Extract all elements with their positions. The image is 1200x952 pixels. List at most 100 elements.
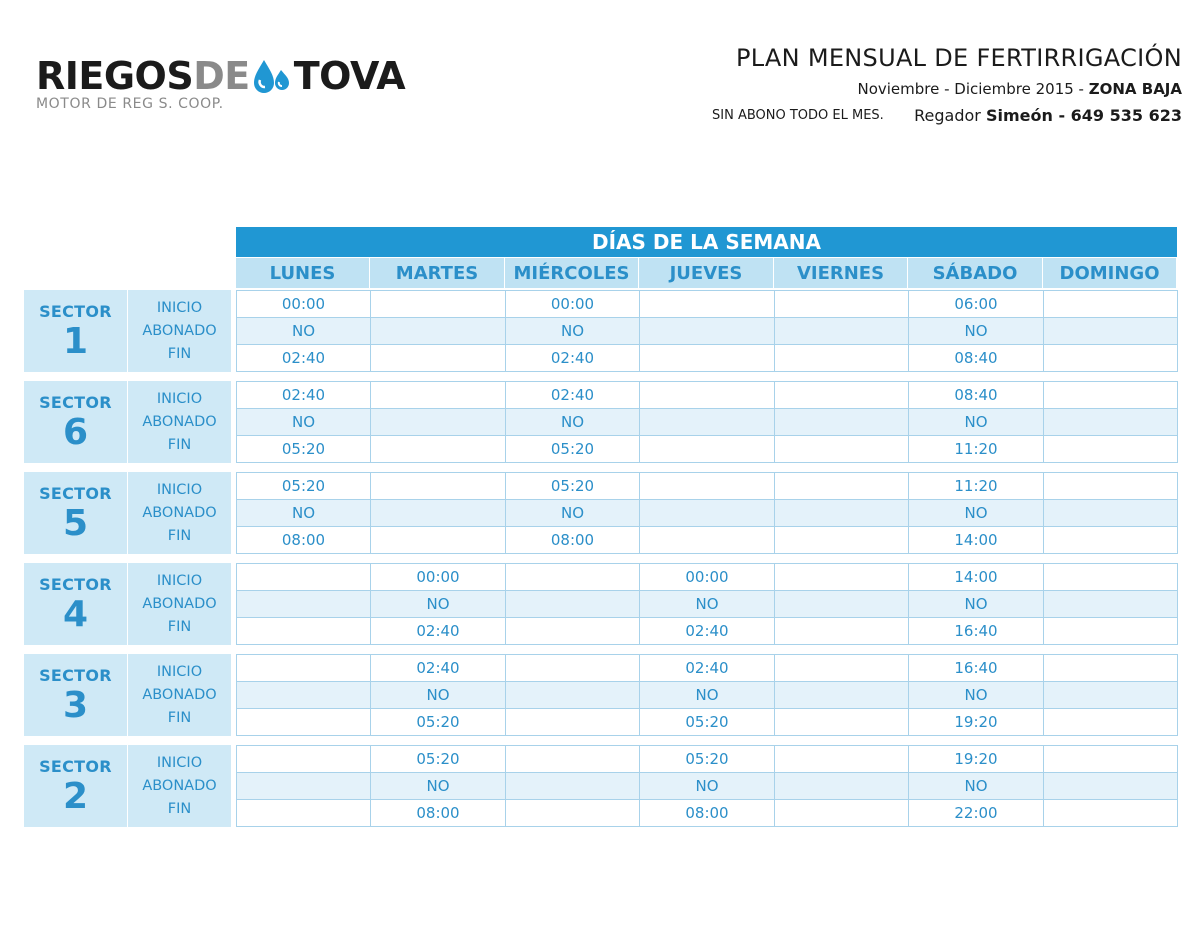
schedule-cell	[1043, 499, 1178, 527]
schedule-cell: 16:40	[908, 654, 1044, 682]
schedule-cell	[1043, 654, 1178, 682]
schedule-cell	[639, 290, 775, 318]
row-label-0: INICIO	[156, 755, 203, 771]
sector-block-5: SECTOR 5 INICIO ABONADO FIN 05:20 05:20 11:20 NO…	[24, 472, 1178, 554]
schedule-cell	[505, 745, 640, 773]
sector-number: 5	[62, 503, 89, 544]
row-labels: INICIO ABONADO FIN	[128, 654, 231, 736]
logo: RIEGOSDE TOVA MOTOR DE REG S. COOP.	[36, 48, 426, 118]
period-text: Noviembre - Diciembre 2015 -	[857, 80, 1089, 98]
schedule-cell: 02:40	[236, 381, 371, 409]
schedule-cell: 00:00	[370, 563, 506, 591]
schedule-cell: 08:00	[505, 526, 640, 554]
row-label-2: FIN	[167, 528, 192, 544]
schedule-cell	[1043, 563, 1178, 591]
schedule-cell: 02:40	[236, 344, 371, 372]
schedule-cell: 19:20	[908, 708, 1044, 736]
schedule-cell	[774, 681, 909, 709]
schedule-cell	[1043, 772, 1178, 800]
schedule-cell: NO	[505, 408, 640, 436]
schedule-cell	[505, 563, 640, 591]
row-labels: INICIO ABONADO FIN	[128, 472, 231, 554]
schedule-cell	[774, 590, 909, 618]
logo-subtitle: MOTOR DE REG S. COOP.	[36, 96, 224, 112]
schedule-cell: NO	[236, 499, 371, 527]
schedule-cell: 08:00	[639, 799, 775, 827]
schedule-cell	[774, 290, 909, 318]
row-label-0: INICIO	[156, 573, 203, 589]
schedule-cell: 11:20	[908, 435, 1044, 463]
schedule-cell	[236, 745, 371, 773]
row-labels: INICIO ABONADO FIN	[128, 381, 231, 463]
schedule-cell	[774, 344, 909, 372]
row-label-1: ABONADO	[142, 414, 217, 430]
water-drop-icon	[250, 56, 294, 96]
logo-part-3: TOVA	[293, 54, 406, 98]
row-label-0: INICIO	[156, 300, 203, 316]
schedule-cell	[505, 617, 640, 645]
note-text: SIN ABONO TODO EL MES.	[712, 108, 884, 123]
sector-word: SECTOR	[39, 575, 112, 594]
schedule-cell: NO	[908, 317, 1044, 345]
schedule-cell	[370, 408, 506, 436]
schedule-cell	[236, 590, 371, 618]
schedule-cell: 05:20	[236, 472, 371, 500]
sector-word: SECTOR	[39, 757, 112, 776]
schedule-cell	[236, 654, 371, 682]
schedule-cell: 00:00	[505, 290, 640, 318]
row-label-1: ABONADO	[142, 687, 217, 703]
schedule-cell	[774, 408, 909, 436]
schedule-cell	[774, 799, 909, 827]
schedule-cell: 02:40	[639, 617, 775, 645]
schedule-cell: 02:40	[505, 381, 640, 409]
schedule-cell	[236, 617, 371, 645]
schedule-cell	[1043, 381, 1178, 409]
schedule-cell: NO	[639, 772, 775, 800]
schedule-grid: 05:20 05:20 11:20 NO NO NO 08:00 08:00 14:00	[236, 472, 1178, 554]
sector-word: SECTOR	[39, 302, 112, 321]
row-label-1: ABONADO	[142, 596, 217, 612]
schedule-cell	[1043, 344, 1178, 372]
sector-label: SECTOR 3	[24, 654, 127, 736]
schedule-cell	[1043, 472, 1178, 500]
schedule-cell	[370, 290, 506, 318]
schedule-cell: 05:20	[236, 435, 371, 463]
schedule-cell: 00:00	[639, 563, 775, 591]
schedule-cell: NO	[908, 499, 1044, 527]
sector-word: SECTOR	[39, 393, 112, 412]
schedule-cell	[1043, 435, 1178, 463]
schedule-cell: NO	[505, 499, 640, 527]
schedule-cell: NO	[505, 317, 640, 345]
regador-line: Regador Simeón - 649 535 623	[914, 106, 1182, 125]
schedule-cell	[1043, 617, 1178, 645]
schedule-cell: 16:40	[908, 617, 1044, 645]
schedule-cell: 08:00	[370, 799, 506, 827]
row-label-2: FIN	[167, 346, 192, 362]
schedule-cell	[370, 317, 506, 345]
schedule-grid: 02:40 02:40 08:40 NO NO NO 05:20 05:20 11:20	[236, 381, 1178, 463]
schedule-cell	[639, 472, 775, 500]
schedule-cell	[639, 317, 775, 345]
schedule-cell	[774, 654, 909, 682]
schedule-cell	[505, 590, 640, 618]
row-labels: INICIO ABONADO FIN	[128, 290, 231, 372]
schedule-cell: 05:20	[505, 435, 640, 463]
schedule-cell	[1043, 290, 1178, 318]
row-label-2: FIN	[167, 437, 192, 453]
period-line: Noviembre - Diciembre 2015 - ZONA BAJA	[857, 80, 1182, 98]
sector-block-4: SECTOR 4 INICIO ABONADO FIN 00:00 00:00 14:00 NO…	[24, 563, 1178, 645]
sector-number: 6	[62, 412, 89, 453]
schedule-cell	[236, 563, 371, 591]
schedule-cell: 08:00	[236, 526, 371, 554]
row-label-1: ABONADO	[142, 778, 217, 794]
schedule-cell: NO	[908, 408, 1044, 436]
schedule-cell: 06:00	[908, 290, 1044, 318]
schedule-cell	[505, 708, 640, 736]
sector-label: SECTOR 1	[24, 290, 127, 372]
row-labels: INICIO ABONADO FIN	[128, 563, 231, 645]
logo-part-2: DE	[193, 54, 250, 98]
schedule-cell	[774, 526, 909, 554]
day-header-0: LUNES	[236, 258, 370, 288]
sector-number: 4	[62, 594, 89, 635]
schedule-cell: 11:20	[908, 472, 1044, 500]
